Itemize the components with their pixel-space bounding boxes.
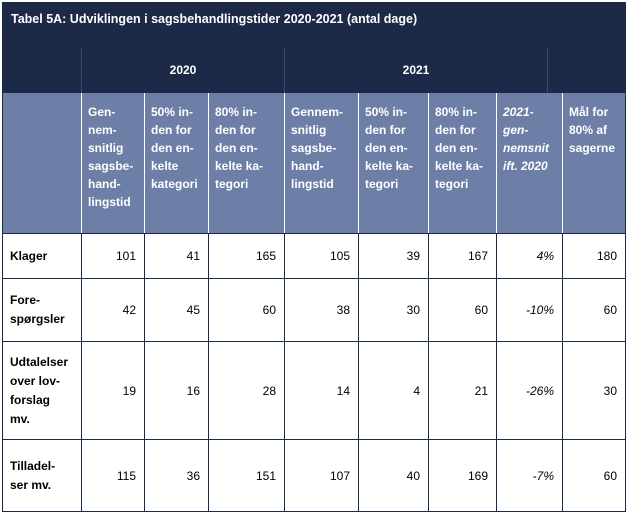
column-header-80pct-2021: 80% in- den for den en- kelte ka- tegori (428, 93, 496, 233)
row-label: Klager (10, 248, 48, 263)
cell-50pct-2020: 41 (144, 234, 208, 278)
cell-80pct-2020: 28 (208, 342, 284, 439)
year-header-empty (3, 47, 81, 93)
cell-avg-2020: 115 (81, 440, 144, 511)
year-header-2020: 2020 (81, 47, 284, 93)
cell-50pct-2021: 30 (358, 279, 428, 341)
cell-80pct-2020: 165 (208, 234, 284, 278)
cell-50pct-2020: 16 (144, 342, 208, 439)
cell-50pct-2020: 45 (144, 279, 208, 341)
row-label: Tilladel- ser mv. (10, 458, 56, 492)
cell-goal: 30 (562, 342, 625, 439)
column-header-50pct-2021: 50% in- den for den en- kelte ka- tegori (358, 93, 428, 233)
cell-goal: 60 (562, 279, 625, 341)
cell-avg-2020: 19 (81, 342, 144, 439)
cell-80pct-2021: 21 (428, 342, 496, 439)
table-row: Tilladel- ser mv. 115 36 151 107 40 169 -7% 60 (3, 439, 625, 511)
cell-avg-2021: 105 (284, 234, 358, 278)
table-title: Tabel 5A: Udviklingen i sagsbehandlingst… (3, 3, 625, 47)
cell-goal: 180 (562, 234, 625, 278)
row-label: Udtalelser over lov- forslag mv. (10, 354, 69, 426)
cell-avg-2021: 107 (284, 440, 358, 511)
cell-80pct-2020: 151 (208, 440, 284, 511)
cell-change: -10% (496, 279, 562, 341)
cell-avg-2021: 14 (284, 342, 358, 439)
column-header-50pct-2020: 50% in- den for den en- kelte kategori (144, 93, 208, 233)
cell-80pct-2021: 167 (428, 234, 496, 278)
cell-avg-2020: 101 (81, 234, 144, 278)
column-header-change: 2021- gen- nemsnit ift. 2020 (496, 93, 562, 233)
cell-80pct-2020: 60 (208, 279, 284, 341)
cell-avg-2021: 38 (284, 279, 358, 341)
year-header-goal-empty (547, 47, 625, 93)
cell-change: 4% (496, 234, 562, 278)
column-header-row: Gen- nem- snitlig sagsbe- hand- lingstid… (3, 93, 625, 233)
cell-50pct-2021: 40 (358, 440, 428, 511)
year-header-2021: 2021 (284, 47, 547, 93)
column-header-empty (3, 93, 81, 233)
cell-goal: 60 (562, 440, 625, 511)
table-row: Udtalelser over lov- forslag mv. 19 16 28 14… (3, 341, 625, 439)
data-table: Tabel 5A: Udviklingen i sagsbehandlingst… (2, 2, 626, 512)
column-header-avg-2021: Gennem- snitlig sagsbe- hand- lingstid (284, 93, 358, 233)
cell-80pct-2021: 60 (428, 279, 496, 341)
cell-50pct-2020: 36 (144, 440, 208, 511)
cell-change: -7% (496, 440, 562, 511)
table-row: Klager 101 41 165 105 39 167 4% 180 (3, 233, 625, 278)
cell-50pct-2021: 39 (358, 234, 428, 278)
cell-50pct-2021: 4 (358, 342, 428, 439)
year-header-row: 2020 2021 (3, 47, 625, 93)
column-header-80pct-2020: 80% in- den for den en- kelte ka- tegori (208, 93, 284, 233)
cell-avg-2020: 42 (81, 279, 144, 341)
cell-80pct-2021: 169 (428, 440, 496, 511)
column-header-goal: Mål for 80% af sagerne (562, 93, 625, 233)
column-header-avg-2020: Gen- nem- snitlig sagsbe- hand- lingstid (81, 93, 144, 233)
table-row: Fore- spørgsler 42 45 60 38 30 60 -10% 60 (3, 278, 625, 341)
row-label: Fore- spørgsler (10, 293, 65, 326)
cell-change: -26% (496, 342, 562, 439)
